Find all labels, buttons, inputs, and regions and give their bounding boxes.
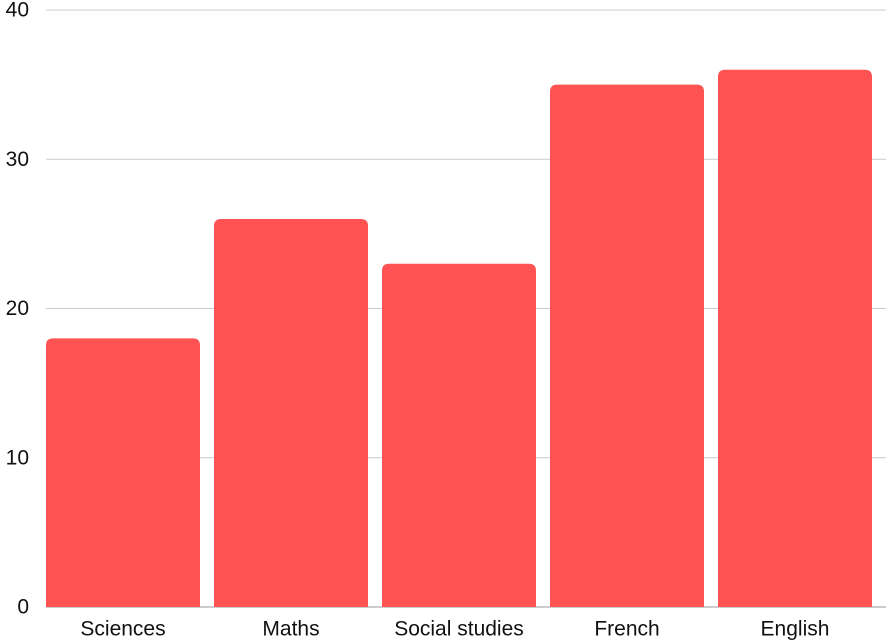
x-tick-label: Social studies [394, 618, 524, 641]
x-tick-label: Maths [262, 618, 319, 641]
y-tick-label: 0 [17, 596, 29, 619]
bar-social-studies [382, 263, 536, 607]
x-tick-label: Sciences [80, 618, 165, 641]
bar-sciences [46, 338, 200, 607]
y-tick-label: 10 [6, 446, 29, 469]
y-axis-ticks: 0 10 20 30 40 [6, 0, 29, 619]
bar-french [550, 84, 704, 607]
x-tick-label: French [594, 618, 659, 641]
bar-english [718, 69, 872, 607]
bars [46, 69, 872, 607]
y-tick-label: 30 [6, 148, 29, 171]
x-tick-label: English [761, 618, 830, 641]
bar-maths [214, 218, 368, 607]
x-axis-ticks: Sciences Maths Social studies French English [80, 618, 829, 641]
y-tick-label: 40 [6, 0, 29, 22]
y-tick-label: 20 [6, 297, 29, 320]
